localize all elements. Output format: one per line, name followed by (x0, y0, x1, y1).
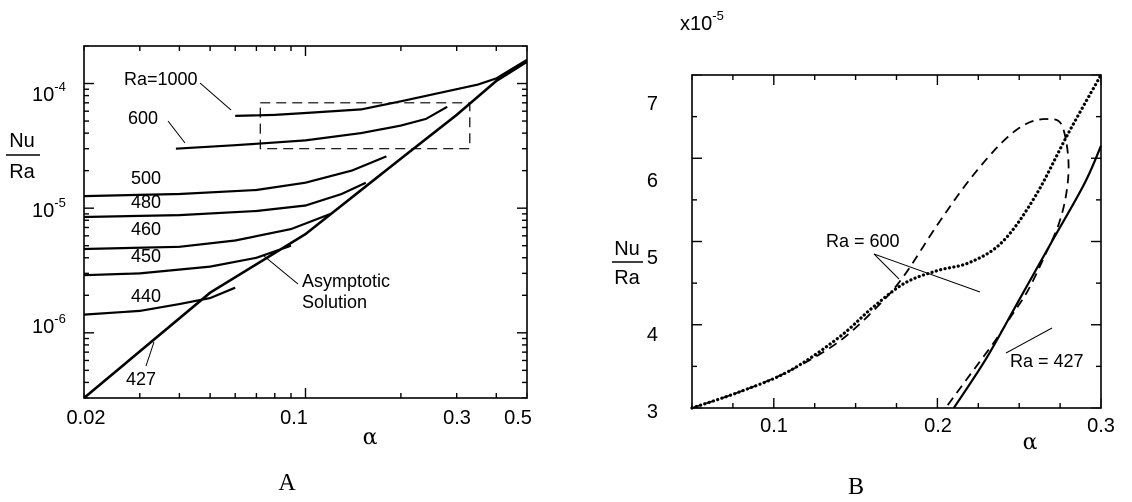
panel-b-leader-ra600-a (873, 253, 900, 280)
panel-b-leader-ra600-b (873, 253, 981, 293)
panel-a-series-450 (83, 244, 292, 277)
panel-b-caption: B (848, 474, 864, 500)
panel-a-caption: A (278, 470, 296, 496)
panel-a-ylabel-bottom: Ra (9, 161, 35, 183)
panel-b-ytick-label-6: 6 (647, 170, 658, 192)
panel-a-inset-box (259, 102, 471, 150)
panel-b-series-ra-600-dotted (690, 73, 1103, 410)
panel-b-curves (690, 73, 1103, 410)
panel-a-label-440: 440 (131, 286, 161, 306)
panel-a-label-600: 600 (128, 108, 158, 128)
panel-a-series-ra-1000 (235, 58, 528, 117)
panel-a-label-ra1000: Ra=1000 (124, 69, 198, 89)
panel-a-leader-427 (145, 341, 155, 367)
panel-b-label-ra427: Ra = 427 (1010, 351, 1084, 371)
panel-a-label-450: 450 (131, 246, 161, 266)
panel-a-leader-ra1000 (199, 82, 232, 111)
panel-a-series-600 (175, 105, 448, 150)
panel-a-label-480: 480 (131, 192, 161, 212)
panel-a-ytick-label-1e-6: 10-6 (32, 311, 66, 338)
panel-b-xlabel: α (1023, 430, 1038, 455)
panel-b-xtick-label-0.3: 0.3 (1087, 415, 1115, 437)
panel-b-ytick-label-7: 7 (647, 93, 658, 115)
panel-b-frame (691, 74, 1102, 409)
panel-b-ylabel-top: Nu (614, 238, 640, 260)
panel-a-xlabel: α (363, 425, 378, 450)
panel-a-ytick-label-1e-5: 10-5 (32, 195, 66, 222)
panel-b-series-ra-427-solid (952, 145, 1103, 409)
chart-panel-a: Nu Ra 10-4 10-5 10-6 0.02 0.1 0.3 0.5 α … (6, 45, 532, 496)
panel-b-multiplier: x10-5 (680, 8, 724, 35)
panel-a-xtick-label-0.5: 0.5 (504, 407, 532, 429)
panel-a-series-440 (83, 286, 236, 316)
panel-b-xtick-label-0.2: 0.2 (924, 415, 952, 437)
panel-b-ylabel-bottom: Ra (614, 267, 640, 289)
panel-a-series-480 (83, 181, 367, 219)
panel-a-curves (83, 58, 528, 399)
panel-a-label-solution: Solution (302, 292, 367, 312)
panel-b-label-ra600: Ra = 600 (826, 231, 900, 251)
panel-a-ylabel-top: Nu (9, 130, 35, 152)
panel-a-leader-asymptotic (263, 255, 299, 285)
panel-a-leader-600 (167, 120, 186, 144)
panel-b-ytick-label-5: 5 (647, 247, 658, 269)
panel-a-xtick-label-0.1: 0.1 (280, 407, 308, 429)
panel-a-xtick-label-0.02: 0.02 (67, 407, 106, 429)
panel-b-xtick-label-0.1: 0.1 (760, 415, 788, 437)
chart-panel-b: x10-5 7 6 5 4 3 Nu Ra 0.1 0.2 0.3 α Ra =… (612, 8, 1115, 500)
panel-b-leader-ra427 (1005, 327, 1053, 354)
panel-a-label-500: 500 (131, 168, 161, 188)
panel-a-series-427 (83, 60, 528, 399)
panel-a-label-460: 460 (131, 219, 161, 239)
panel-a-ytick-label-1e-4: 10-4 (32, 79, 66, 106)
panel-a-frame (83, 45, 528, 399)
panel-a-label-asymptotic: Asymptotic (302, 271, 390, 291)
panel-a-series-500 (83, 155, 387, 198)
panel-a-label-427: 427 (126, 369, 156, 389)
panel-b-ytick-label-3: 3 (647, 401, 658, 423)
panel-a-xtick-label-0.3: 0.3 (443, 407, 471, 429)
panel-b-ytick-label-4: 4 (647, 324, 658, 346)
panel-a-series-460 (83, 212, 331, 251)
